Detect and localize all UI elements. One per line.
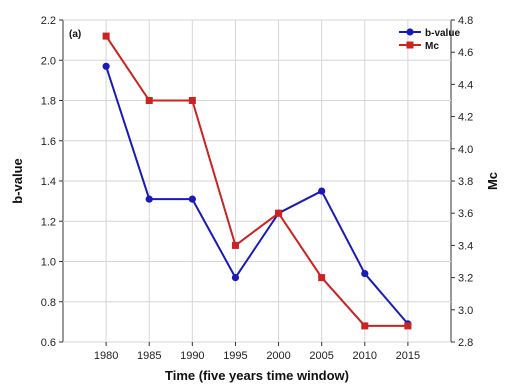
y-right-tick-label: 4.2	[458, 112, 473, 124]
legend-marker-mc	[407, 42, 414, 49]
y-right-tick-label: 4.0	[458, 144, 473, 156]
data-point-b-value	[146, 196, 153, 203]
y-axis-title-right: Mc	[485, 172, 500, 190]
legend-label-b-value: b-value	[425, 28, 460, 39]
legend-marker-b-value	[406, 28, 413, 35]
data-point-b-value	[232, 274, 239, 281]
data-point-b-value	[318, 187, 325, 194]
y-right-tick-label: 3.6	[458, 208, 473, 220]
y-right-tick-label: 4.6	[458, 47, 473, 59]
x-tick-label: 2005	[309, 350, 333, 362]
y-left-tick-label: 1.4	[41, 176, 56, 188]
y-left-tick-label: 2.0	[41, 55, 56, 67]
y-left-tick-label: 1.8	[41, 96, 56, 108]
x-axis-title: Time (five years time window)	[165, 368, 349, 383]
y-left-tick-label: 1.0	[41, 257, 56, 269]
panel-label: (a)	[69, 29, 81, 40]
x-tick-label: 1980	[94, 350, 118, 362]
y-right-tick-label: 4.4	[458, 79, 473, 91]
x-tick-label: 1990	[180, 350, 204, 362]
x-tick-label: 1985	[137, 350, 161, 362]
data-point-mc	[146, 97, 153, 104]
y-right-tick-label: 4.8	[458, 15, 473, 27]
y-right-tick-label: 2.8	[458, 337, 473, 349]
y-right-tick-label: 3.8	[458, 176, 473, 188]
data-point-b-value	[189, 196, 196, 203]
x-tick-label: 2015	[396, 350, 420, 362]
data-point-b-value	[361, 270, 368, 277]
y-left-tick-label: 0.6	[41, 337, 56, 349]
y-left-tick-label: 1.6	[41, 136, 56, 148]
y-left-tick-label: 0.8	[41, 297, 56, 309]
y-left-tick-label: 2.2	[41, 15, 56, 27]
data-point-mc	[189, 97, 196, 104]
data-point-b-value	[103, 63, 110, 70]
x-tick-label: 2000	[266, 350, 290, 362]
y-axis-title-left: b-value	[10, 158, 25, 204]
data-point-mc	[103, 33, 110, 40]
data-point-mc	[361, 322, 368, 329]
y-left-tick-label: 1.2	[41, 216, 56, 228]
y-right-tick-label: 3.0	[458, 305, 473, 317]
x-tick-label: 1995	[223, 350, 247, 362]
y-right-tick-label: 3.2	[458, 273, 473, 285]
data-point-mc	[318, 274, 325, 281]
data-point-mc	[275, 210, 282, 217]
data-point-mc	[232, 242, 239, 249]
y-right-tick-label: 3.4	[458, 240, 473, 252]
x-tick-label: 2010	[353, 350, 377, 362]
data-point-mc	[404, 322, 411, 329]
legend-label-mc: Mc	[425, 41, 439, 52]
